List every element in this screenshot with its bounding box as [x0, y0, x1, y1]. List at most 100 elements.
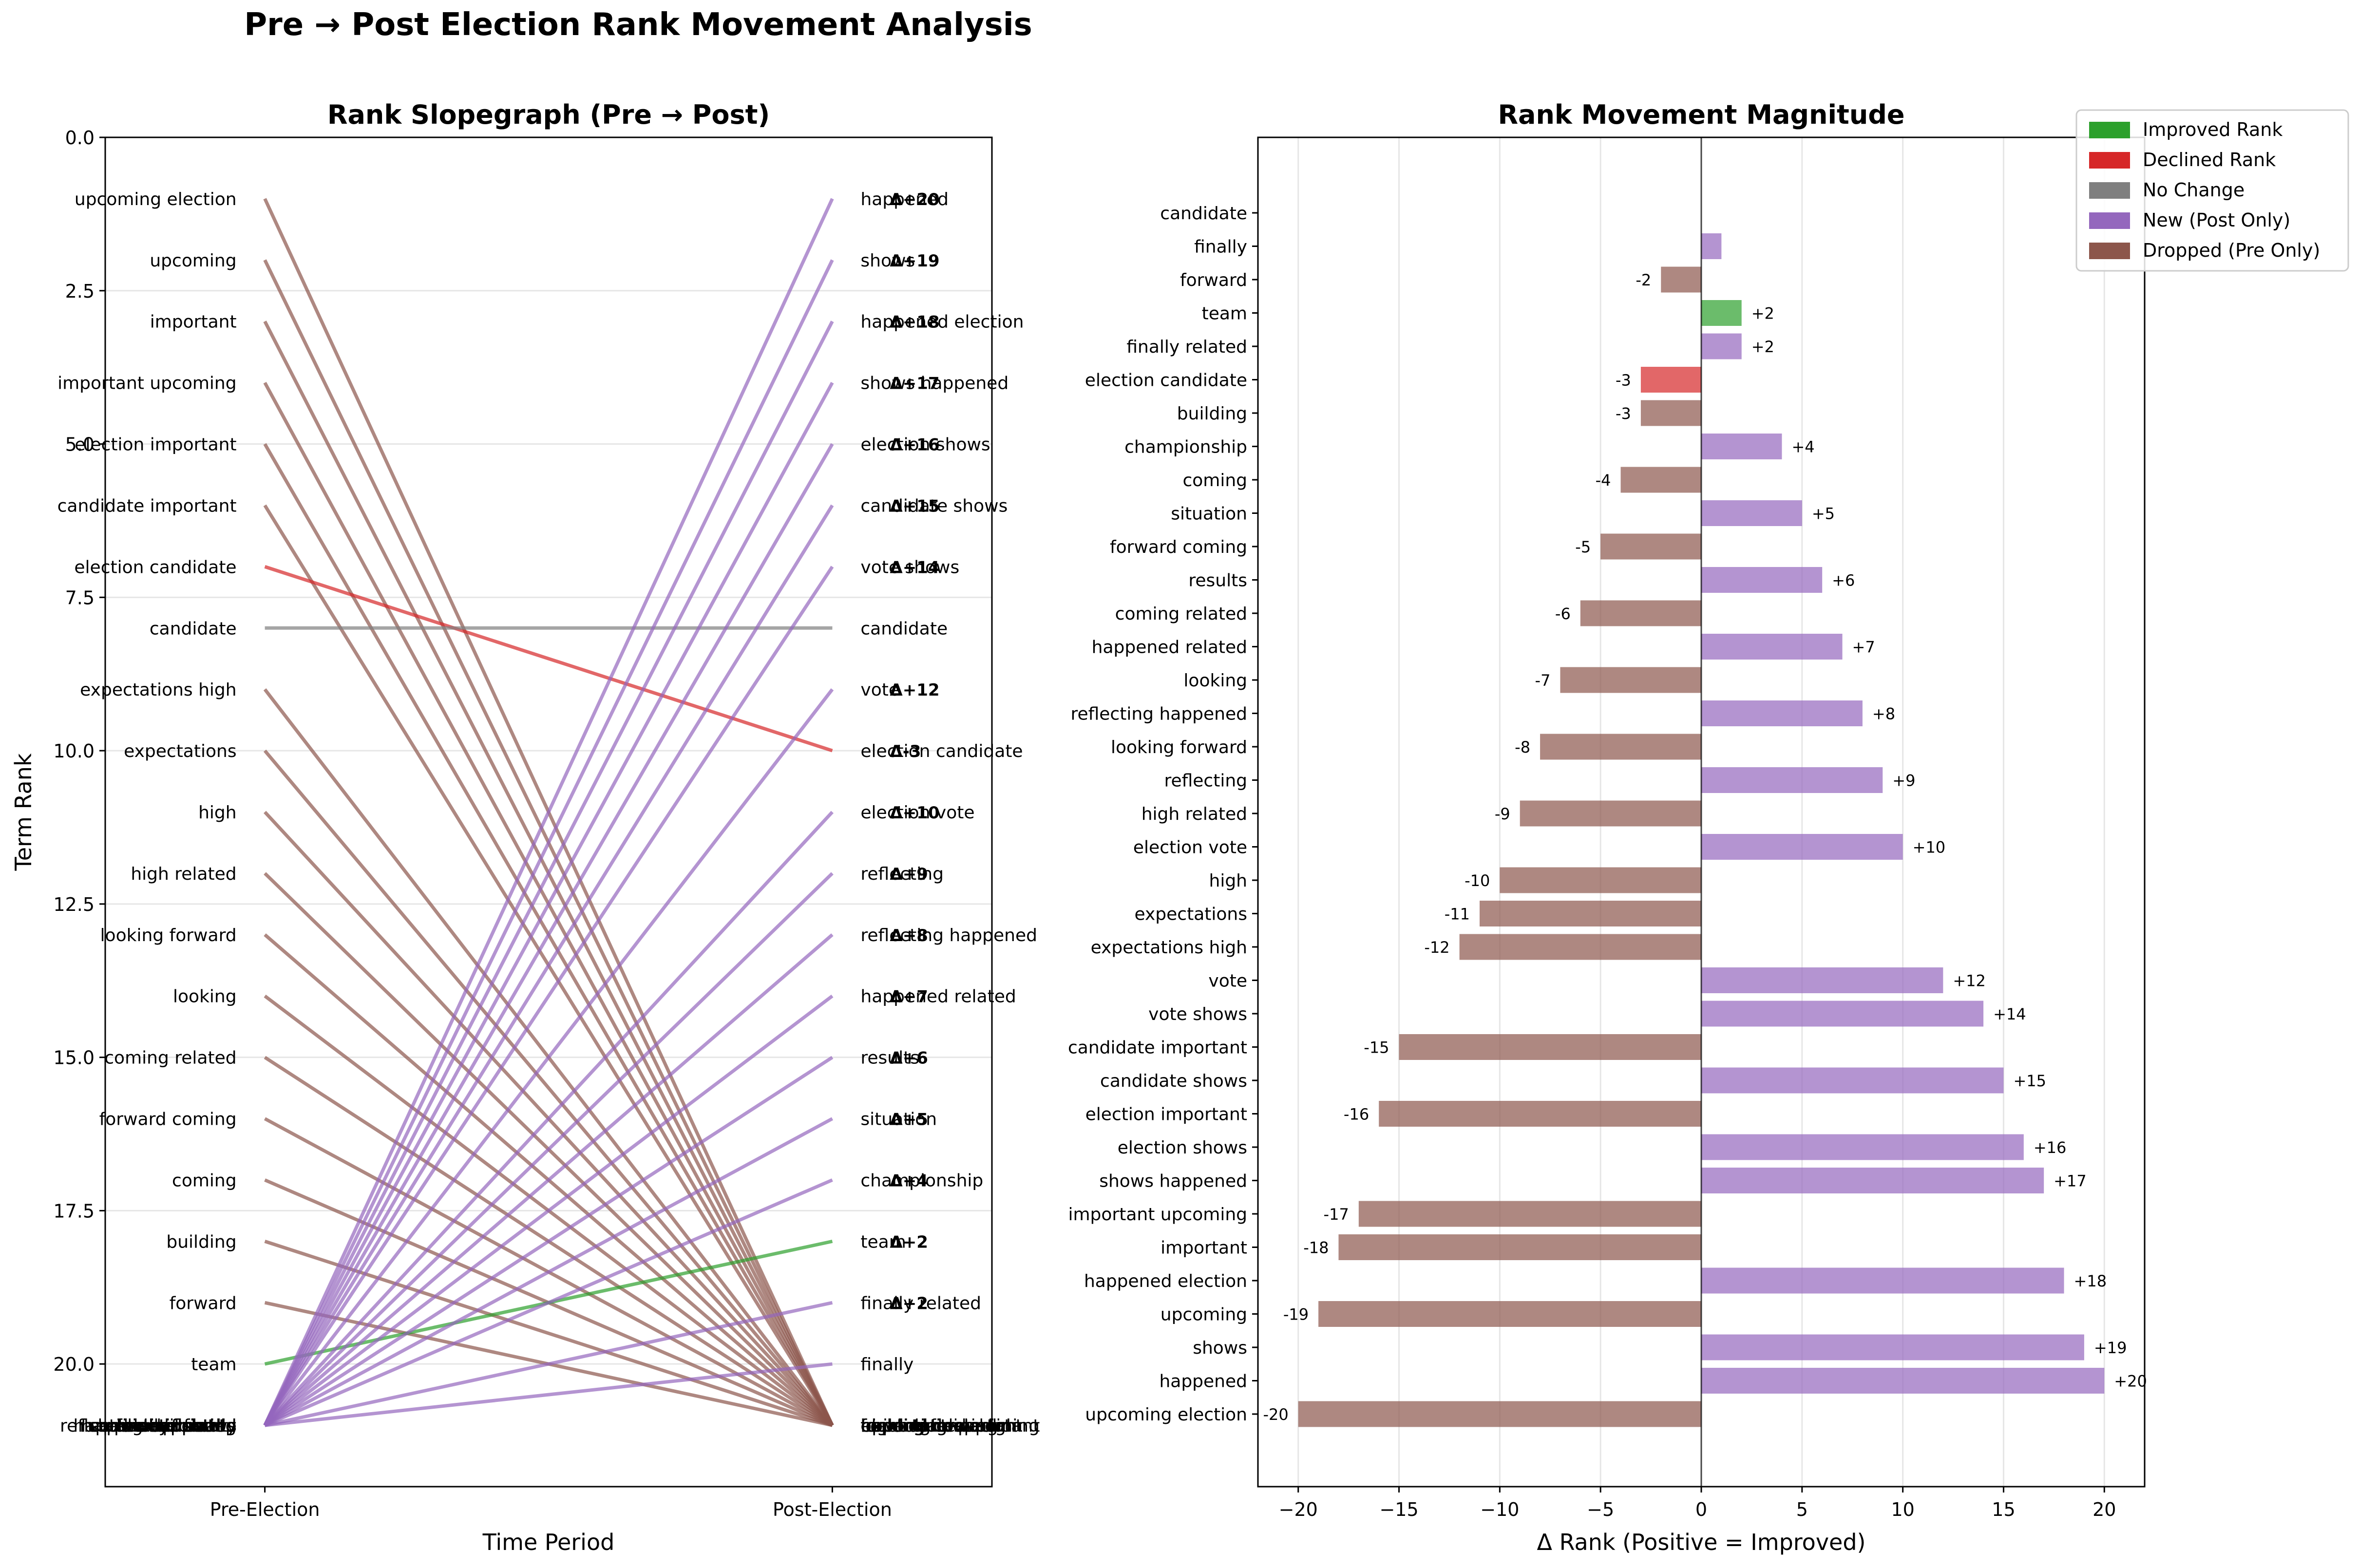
magnitude-value-label: +2	[1751, 338, 1774, 356]
magnitude-category-label: vote	[1208, 971, 1247, 991]
magnitude-value-label: -7	[1535, 671, 1551, 690]
slope-post-label: happened related	[860, 987, 1016, 1007]
slope-delta-label: Δ+5	[890, 1110, 928, 1130]
slope-pre-label: situation	[160, 1416, 237, 1436]
magnitude-value-label: -3	[1616, 371, 1631, 390]
magnitude-value-label: +10	[1913, 838, 1946, 857]
magnitude-category-label: reflecting	[1164, 771, 1247, 791]
slope-pre-label: shows	[182, 1416, 237, 1436]
slopegraph-y-tick-label: 2.5	[65, 281, 95, 302]
slope-post-label: election candidate	[860, 741, 1023, 761]
slope-pre-label: important upcoming	[57, 374, 237, 394]
legend-frame	[2075, 109, 2349, 272]
slope-post-label: upcoming election	[860, 1416, 1023, 1436]
magnitude-category-label: election candidate	[1085, 371, 1247, 391]
slopegraph-y-tick-label: 5.0	[65, 434, 95, 455]
slopegraph-ylabel: Term Rank	[10, 753, 37, 871]
slope-delta-label: Δ+18	[890, 313, 939, 332]
slope-pre-label: forward coming	[99, 1110, 237, 1130]
slope-pre-label: looking forward	[100, 926, 237, 945]
magnitude-title: Rank Movement Magnitude	[1498, 99, 1904, 130]
magnitude-bars	[1298, 233, 2105, 1427]
magnitude-value-label: +6	[1832, 571, 1855, 590]
magnitude-bar	[1298, 1401, 1701, 1427]
slope-post-label: team	[860, 1232, 906, 1252]
legend-swatch	[2089, 152, 2130, 169]
magnitude-value-label: +8	[1872, 705, 1895, 723]
magnitude-bar	[1701, 767, 1883, 793]
legend-label: Declined Rank	[2143, 149, 2276, 170]
magnitude-value-label: +16	[2034, 1138, 2067, 1157]
slope-post-label: happened election	[860, 312, 1024, 332]
magnitude-value-label: -5	[1575, 538, 1591, 556]
legend-label: New (Post Only)	[2143, 209, 2290, 231]
magnitude-category-label: looking	[1183, 671, 1247, 691]
slope-pre-label: high	[198, 803, 237, 823]
magnitude-bar	[1701, 300, 1742, 326]
magnitude-x-tick-label: −20	[1279, 1499, 1318, 1520]
slope-post-label: vote shows	[860, 557, 959, 577]
slope-pre-label: forward	[170, 1293, 237, 1313]
magnitude-value-label: -16	[1344, 1105, 1369, 1124]
slope-line	[264, 1178, 833, 1427]
slope-pre-label: happened	[149, 1416, 237, 1436]
magnitude-value-label: +12	[1953, 972, 1986, 990]
magnitude-x-tick-label: 5	[1796, 1499, 1808, 1520]
slope-line	[263, 321, 834, 1426]
legend-swatch	[2089, 182, 2130, 199]
magnitude-value-label: +18	[2074, 1272, 2107, 1290]
magnitude-bar	[1701, 967, 1943, 993]
slopegraph-y-axis: 0.0 2.5 5.0 7.5 10.0 12.5 15.0 17.5 20.0	[53, 127, 105, 1375]
slope-pre-label: vote shows	[138, 1416, 237, 1436]
slopegraph-title: Rank Slopegraph (Pre → Post)	[327, 99, 770, 130]
slope-line	[264, 933, 834, 1427]
magnitude-category-label: looking forward	[1111, 737, 1247, 757]
slope-pre-label: election shows	[107, 1416, 236, 1436]
slope-post-label: election shows	[860, 435, 990, 455]
magnitude-category-label: shows	[1193, 1338, 1247, 1358]
slope-delta-label: Δ+19	[890, 251, 939, 271]
magnitude-value-label: -17	[1324, 1205, 1349, 1224]
slope-post-label: candidate important	[860, 1416, 1040, 1436]
slope-delta-label: Δ-3	[890, 742, 921, 761]
magnitude-category-label: vote shows	[1148, 1004, 1247, 1024]
legend-label: No Change	[2143, 179, 2245, 201]
slope-line	[263, 443, 834, 1426]
magnitude-category-label: forward coming	[1110, 537, 1247, 557]
magnitude-bar	[1520, 800, 1701, 827]
magnitude-bar	[1701, 1267, 2064, 1294]
slope-delta-label: Δ+9	[890, 865, 928, 884]
magnitude-category-label: shows happened	[1099, 1171, 1247, 1191]
magnitude-x-tick-label: 15	[1992, 1499, 2015, 1520]
magnitude-value-label: -8	[1515, 738, 1530, 756]
magnitude-panel: -2 +2 +2 -3 -3 +4 -4 +5 -5 +6 -6 +7 -7 +8 -8 +9 -9 +10 -10…	[1068, 99, 2147, 1555]
slope-pre-label: coming related	[104, 1048, 236, 1068]
slope-line	[264, 994, 834, 1427]
magnitude-value-label: +4	[1791, 438, 1814, 456]
magnitude-value-label: -4	[1596, 471, 1611, 490]
magnitude-value-label: -6	[1555, 605, 1571, 623]
magnitude-bar	[1580, 600, 1701, 626]
magnitude-bar	[1701, 1001, 1984, 1027]
slope-pre-label: happened election	[74, 1416, 237, 1436]
slope-pre-label: election candidate	[74, 557, 236, 577]
magnitude-category-label: building	[1177, 404, 1247, 424]
slope-post-label: expectations	[860, 1416, 973, 1436]
slope-pre-label: coming	[172, 1171, 237, 1190]
magnitude-category-label: championship	[1124, 437, 1247, 457]
slope-pre-label: finally	[184, 1416, 237, 1436]
slope-pre-label: championship	[114, 1416, 237, 1436]
slope-pre-label: looking	[173, 987, 237, 1007]
slopegraph-y-tick-label: 7.5	[65, 587, 95, 608]
magnitude-category-label: happened related	[1092, 638, 1247, 658]
slopegraph-lines	[263, 198, 834, 1427]
slope-line	[264, 565, 833, 753]
magnitude-x-tick-label: −10	[1480, 1499, 1519, 1520]
slope-pre-label: happened related	[81, 1416, 236, 1436]
magnitude-bar	[1701, 333, 1742, 359]
magnitude-value-label: -11	[1445, 905, 1470, 924]
magnitude-category-label: candidate shows	[1100, 1071, 1247, 1091]
magnitude-value-label: +9	[1892, 772, 1915, 790]
magnitude-value-label: -12	[1424, 938, 1449, 957]
magnitude-bar	[1701, 500, 1802, 526]
